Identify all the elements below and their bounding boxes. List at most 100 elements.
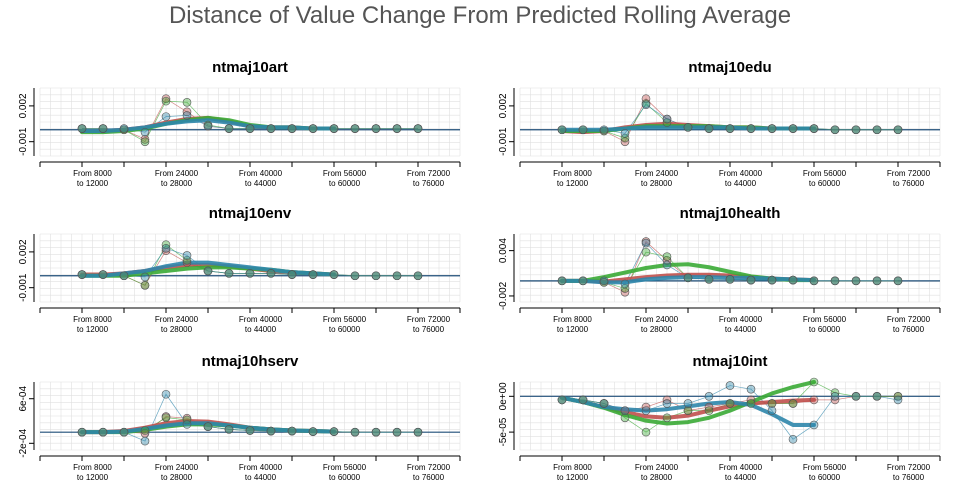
data-point-blue [725,275,735,284]
data-point-blue [641,100,651,110]
data-point-green [830,388,840,398]
data-point-blue [203,121,213,131]
data-point-green [140,137,150,146]
x-tick-label: From 72000 to 76000 [887,463,931,480]
data-point-blue [725,381,735,390]
data-point-blue [350,124,360,133]
data-point-green [893,392,903,401]
data-point-blue [809,420,819,430]
data-point-blue [851,392,861,401]
x-tick-label: From 24000 to 28000 [635,463,679,480]
data-point-blue [683,273,693,283]
data-point-blue [767,275,777,285]
data-point-red [809,395,819,405]
data-point-blue [161,244,171,253]
data-point-blue [767,406,777,415]
data-point-blue [830,276,840,286]
data-point-red [182,107,192,117]
data-point-red [641,94,651,104]
data-point-blue [245,269,255,278]
data-point-red [140,134,150,144]
data-point-red [662,395,672,405]
data-point-blue [287,124,297,133]
data-point-blue [830,125,840,135]
data-point-blue [746,384,756,394]
y-tick-label: -0.002 [498,281,509,310]
data-point-blue [266,124,276,133]
data-point-blue [599,276,609,286]
x-tick-label: From 56000 to 60000 [803,315,847,334]
data-point-blue [371,271,381,281]
data-point-blue [599,399,609,408]
data-point-blue [140,272,150,282]
data-point-blue [725,124,735,133]
data-point-blue [809,124,819,133]
data-point-green [620,133,630,143]
data-point-blue [872,276,882,286]
data-point-green [620,284,630,293]
data-point-blue [245,426,255,435]
x-tick-label: From 56000 to 60000 [803,169,847,188]
data-point-blue [641,238,651,248]
y-tick-label: 0.002 [18,93,29,118]
panel-title: ntmaj10art [212,59,288,76]
data-point-blue [704,392,714,401]
data-point-green [140,280,150,290]
series-trend-blue [80,118,336,133]
y-tick-label: 6e-04 [18,385,29,411]
data-point-blue [872,392,882,401]
data-point-blue [308,270,318,279]
x-tick-label: From 72000 to 76000 [887,315,931,334]
data-point-blue [98,270,108,279]
data-point-blue [704,124,714,133]
x-tick-label: From 24000 to 28000 [635,315,679,334]
x-tick-label: From 8000 to 12000 [73,315,112,334]
data-point-green [662,413,672,423]
grid [39,87,461,157]
data-point-red [161,94,171,104]
data-point-blue [98,427,108,437]
y-tick-label: -2e-04 [18,428,29,457]
data-point-green [620,413,630,423]
data-point-green [161,96,171,106]
x-tick-label: From 72000 to 76000 [407,315,451,334]
data-point-blue [392,427,402,437]
data-point-blue [788,434,798,444]
data-point-green [161,413,171,422]
x-tick-label: From 40000 to 44000 [239,463,283,480]
data-point-blue [872,125,882,135]
data-point-blue [182,111,192,120]
x-tick-label: From 8000 to 12000 [553,315,592,334]
x-tick-label: From 8000 to 12000 [73,169,112,188]
data-point-green [767,399,777,408]
data-point-red [830,395,840,405]
x-tick-label: From 40000 to 44000 [719,315,763,334]
x-tick-label: From 24000 to 28000 [155,463,199,480]
y-tick-label: -0.001 [498,127,509,156]
x-tick-label: From 24000 to 28000 [635,169,679,188]
data-point-red [161,246,171,256]
data-point-blue [683,399,693,408]
data-point-blue [203,266,213,276]
x-tick-label: From 8000 to 12000 [553,169,592,188]
data-point-blue [371,124,381,133]
data-point-green [725,399,735,408]
x-tick-label: From 56000 to 60000 [323,463,367,480]
data-point-blue [203,422,213,431]
data-point-blue [224,124,234,133]
data-point-blue [851,125,861,135]
data-point-blue [161,389,171,399]
data-point-blue [77,124,87,133]
y-tick-label: 0.004 [498,238,509,263]
data-point-blue [413,271,423,281]
y-tick-label: -0.001 [18,273,29,302]
grid [39,381,461,451]
data-point-blue [851,276,861,286]
data-point-blue [641,406,651,415]
x-tick-label: From 72000 to 76000 [887,169,931,188]
x-tick-label: From 8000 to 12000 [553,463,592,480]
x-tick-label: From 24000 to 28000 [155,169,199,188]
data-point-green [809,377,819,387]
data-point-blue [371,427,381,437]
